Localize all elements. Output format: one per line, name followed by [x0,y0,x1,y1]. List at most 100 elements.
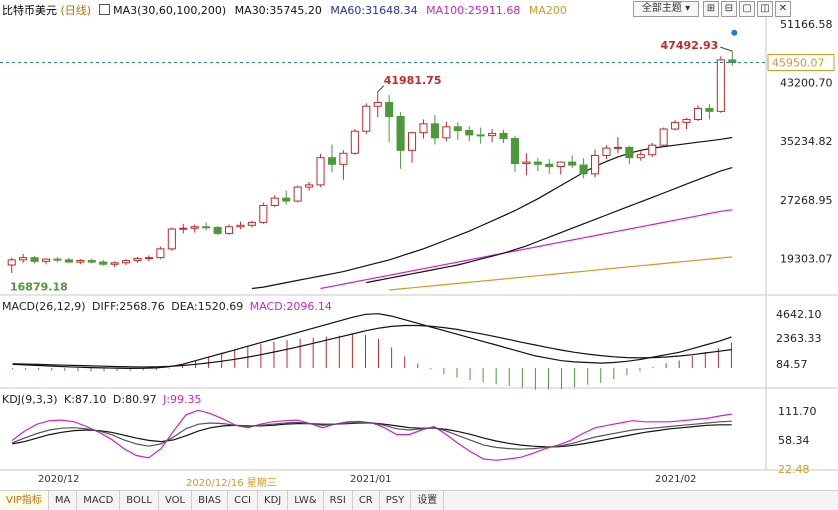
candle-body [373,102,382,107]
candle-body [53,258,62,261]
high-label: 41981.75 [384,74,442,87]
candle-body [522,161,531,165]
kdj-tick-label: 58.34 [778,434,810,447]
tab-kdj[interactable]: KDJ [258,491,289,510]
candle-body [339,152,348,165]
candle-body [167,228,176,250]
tab-macd[interactable]: MACD [77,491,121,510]
candle-body [419,123,428,134]
macd-dea-line [12,324,732,368]
candle-body [316,157,325,186]
candle-body [499,132,508,140]
theme-select[interactable]: 全部主题 ▾ [633,1,699,17]
tab-cr[interactable]: CR [353,491,380,510]
kdj-params: KDJ(9,3,3) [2,393,58,406]
candle-body [453,126,462,131]
price-tick-label: 19303.07 [780,252,833,265]
kdj-tick-label: 111.70 [778,405,817,418]
close-button[interactable]: ✕ [775,1,791,17]
ma60-line [366,167,733,284]
x-label-jan: 2021/01 [350,474,392,485]
candle-body [87,260,96,263]
tab-psy[interactable]: PSY [380,491,412,510]
tab-vip[interactable]: VIP指标 [0,491,49,510]
price-tick-label: 51166.58 [780,18,833,31]
candle-body [465,129,474,136]
ma200-value: MA200 [528,4,567,17]
candle-body [442,126,451,139]
ma60-value: MA60:31648.34 [330,4,418,17]
candle-body [156,248,165,259]
candle-body [270,197,279,206]
tab-lw[interactable]: LW& [288,491,324,510]
kdj-d-line [12,422,732,448]
candle-body [476,134,485,137]
macd-diff: DIFF:2568.76 [92,300,165,313]
tab-bias[interactable]: BIAS [192,491,229,510]
candle-body [64,259,73,263]
chart-header: 比特币美元 (日线) MA3(30,60,100,200) MA30:35745… [2,4,567,17]
layout-button-3[interactable]: ▢ [739,1,755,17]
candle-body [613,146,622,149]
candle-body [247,221,256,226]
macd-params: MACD(26,12,9) [2,300,86,313]
recent-high-arrow [720,46,733,52]
recent-high-label: 47492.93 [661,39,719,52]
candle-body [659,128,668,146]
layout-button-4[interactable]: ◫ [757,1,773,17]
ma100-line [320,209,733,290]
candle-body [716,59,725,112]
price-tick-label: 27268.95 [780,194,833,207]
candle-body [682,118,691,123]
price-marks: 45950.07 41981.75 47492.93 16879.18 [0,29,835,294]
ma200-line [389,256,733,291]
macd-value: MACD:2096.14 [249,300,332,313]
x-label-dec: 2020/12 [38,474,80,485]
tab-cci[interactable]: CCI [228,491,259,510]
candle-body [41,258,51,262]
macd-header: MACD(26,12,9) DIFF:2568.76 DEA:1520.69 M… [2,300,332,313]
tab-boll[interactable]: BOLL [120,491,159,510]
low-label: 16879.18 [10,281,68,294]
candle-body [19,257,28,261]
ma-config-icon[interactable] [98,4,110,15]
price-tick-label: 43200.70 [780,77,833,90]
kdj-j: J:99.35 [163,393,202,406]
latest-dot [731,29,738,36]
candle-body [510,138,520,165]
macd-tick-label: 84.57 [776,358,808,371]
tab-vol[interactable]: VOL [159,491,193,510]
candle-body [133,257,142,262]
cursor-date: 2020/12/16 星期三 [186,478,277,489]
candle-body [99,261,108,265]
kdj-panel: 111.70 58.34 22.48 [11,405,817,476]
ma-config-label: MA3(30,60,100,200) [113,4,227,17]
candle-body [385,102,394,118]
kdj-d: D:80.97 [112,393,157,406]
candles [7,51,737,274]
candle-body [213,227,222,234]
chevron-down-icon: ▾ [685,3,691,14]
macd-dea: DEA:1520.69 [171,300,244,313]
layout-button-2[interactable]: ⊟ [721,1,737,17]
candle-body [556,161,565,167]
high-arrow [377,85,385,93]
candle-body [579,164,588,175]
tab-settings[interactable]: 设置 [411,491,445,510]
candle-body [350,130,359,154]
candle-body [190,226,199,229]
candle-body [488,132,497,137]
tab-ma[interactable]: MA [49,491,78,510]
kdj-tick-label: 22.48 [778,463,810,476]
period-label[interactable]: 日线 [64,4,87,17]
current-price-box [767,53,835,71]
candle-body [179,227,188,230]
kdj-k-line [11,420,732,450]
grid-lines [0,16,838,471]
candle-body [7,259,16,266]
layout-button-1[interactable]: ⊞ [703,1,719,17]
tab-rsi[interactable]: RSI [324,491,353,510]
candle-body [202,226,211,229]
symbol-name: 比特币美元 [2,4,57,17]
